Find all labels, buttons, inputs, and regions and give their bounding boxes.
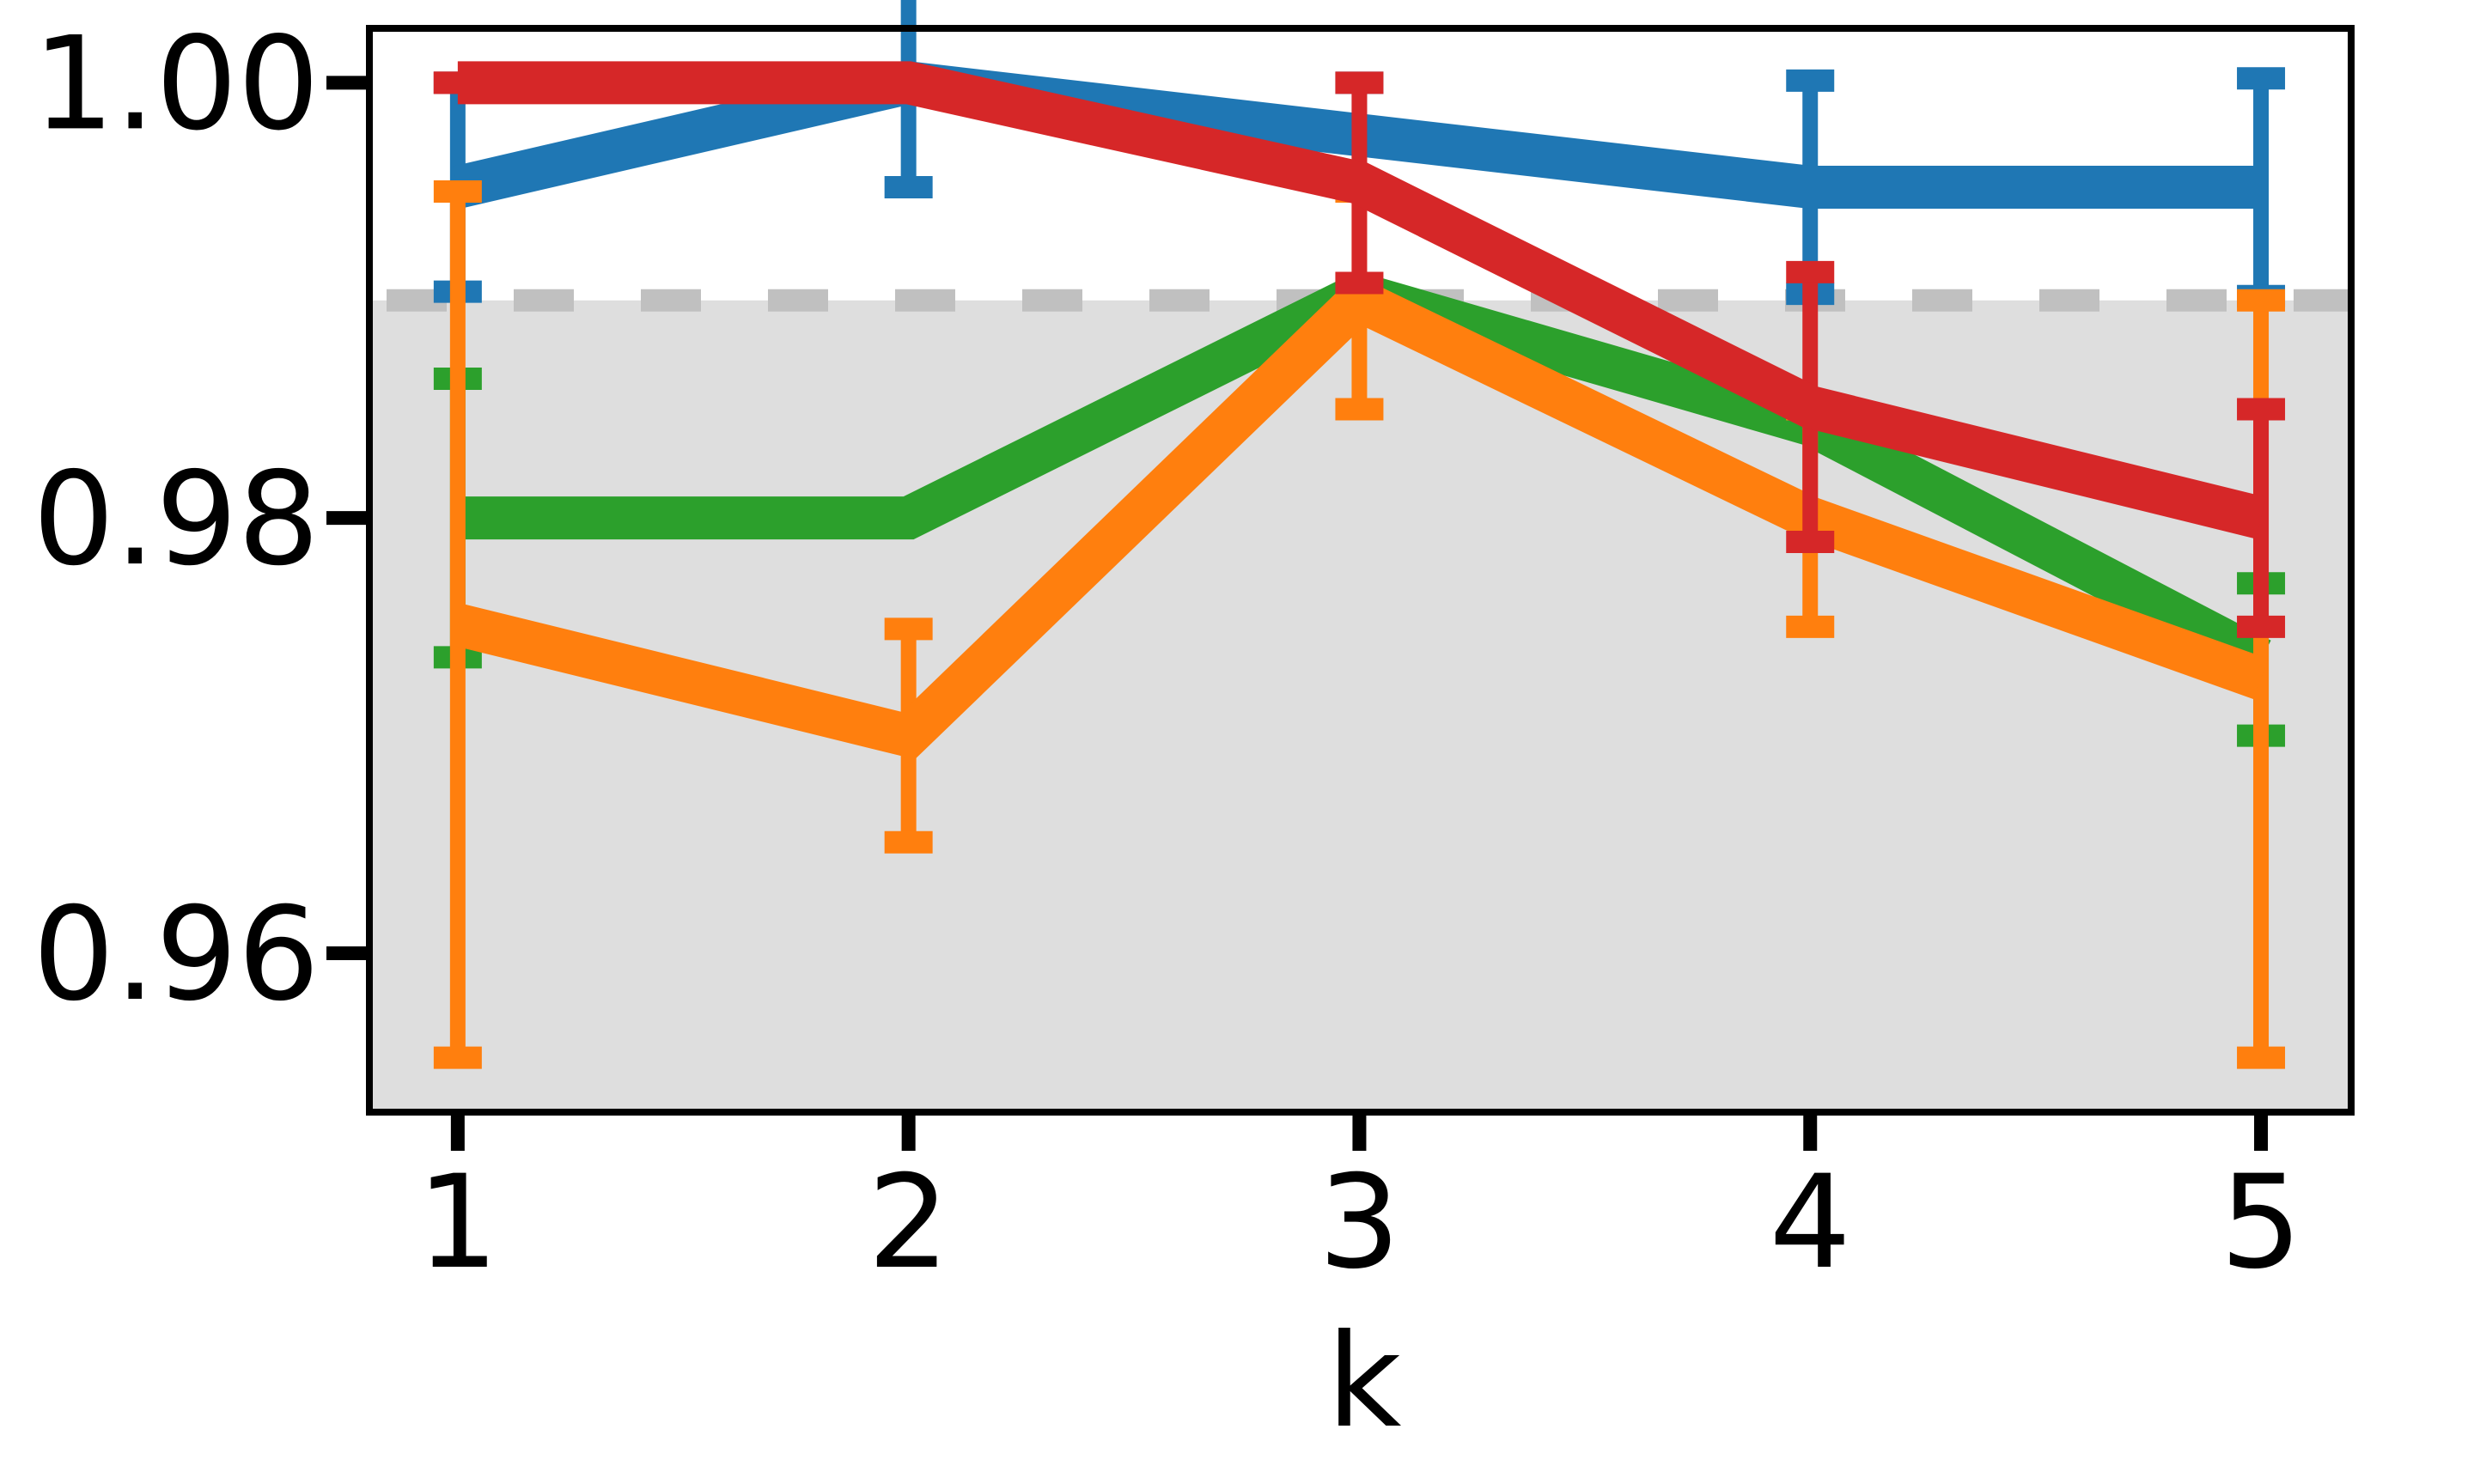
x-axis-label: k xyxy=(1327,1307,1402,1457)
x-tick-label: 5 xyxy=(2220,1148,2301,1298)
plot-frame xyxy=(366,25,2355,1116)
x-tick-label: 4 xyxy=(1770,1148,1851,1298)
shaded-region xyxy=(369,300,2351,1112)
series-line xyxy=(457,61,2267,539)
x-tick-label: 1 xyxy=(417,1148,498,1298)
x-tick-label: 2 xyxy=(868,1148,949,1298)
x-tick-label: 3 xyxy=(1319,1148,1400,1298)
y-tick-label: 0.96 xyxy=(33,880,320,1030)
y-tick-label: 1.00 xyxy=(33,9,320,159)
series-line xyxy=(452,274,2269,760)
y-tick-label: 0.98 xyxy=(33,445,320,594)
